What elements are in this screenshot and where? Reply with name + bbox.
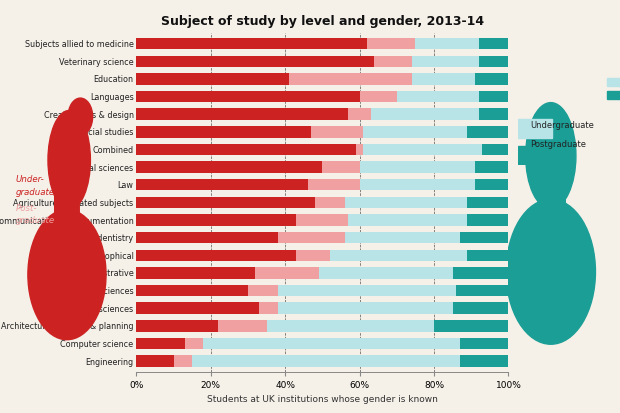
Bar: [136, 320, 218, 332]
Bar: [330, 249, 467, 261]
Bar: [467, 126, 508, 138]
Bar: [136, 285, 248, 296]
Bar: [136, 302, 259, 314]
Bar: [311, 126, 363, 138]
Bar: [475, 179, 508, 190]
Bar: [479, 109, 508, 120]
Bar: [475, 73, 508, 85]
Bar: [363, 144, 482, 155]
Bar: [348, 214, 467, 226]
Bar: [453, 267, 508, 279]
Bar: [479, 91, 508, 102]
Bar: [136, 232, 278, 243]
Bar: [322, 161, 360, 173]
Text: Undergraduate: Undergraduate: [530, 121, 594, 131]
Bar: [479, 55, 508, 67]
Bar: [412, 73, 475, 85]
Bar: [296, 214, 348, 226]
Ellipse shape: [68, 98, 92, 135]
FancyBboxPatch shape: [539, 162, 565, 223]
Bar: [136, 267, 255, 279]
Bar: [136, 91, 360, 102]
Ellipse shape: [526, 102, 576, 209]
Bar: [203, 338, 460, 349]
Bar: [363, 126, 467, 138]
Bar: [136, 338, 185, 349]
Text: graduate: graduate: [16, 188, 55, 197]
Bar: [374, 55, 412, 67]
Bar: [360, 91, 397, 102]
Bar: [482, 144, 508, 155]
Title: Subject of study by level and gender, 2013-14: Subject of study by level and gender, 20…: [161, 15, 484, 28]
X-axis label: Students at UK institutions whose gender is known: Students at UK institutions whose gender…: [207, 395, 438, 404]
Bar: [248, 285, 278, 296]
Bar: [308, 179, 360, 190]
Bar: [460, 338, 508, 349]
Bar: [185, 338, 203, 349]
Bar: [360, 179, 475, 190]
Bar: [255, 267, 319, 279]
Text: graduate: graduate: [16, 216, 55, 225]
Bar: [267, 320, 434, 332]
FancyBboxPatch shape: [518, 119, 552, 138]
Bar: [345, 197, 467, 208]
Bar: [467, 249, 508, 261]
Bar: [415, 38, 479, 50]
Bar: [259, 302, 278, 314]
Bar: [456, 285, 508, 296]
Bar: [319, 267, 453, 279]
Bar: [460, 232, 508, 243]
Bar: [345, 232, 460, 243]
Bar: [360, 161, 475, 173]
Bar: [136, 214, 296, 226]
Bar: [467, 197, 508, 208]
Bar: [434, 320, 508, 332]
Bar: [136, 179, 308, 190]
Bar: [136, 109, 348, 120]
Bar: [218, 320, 267, 332]
Bar: [289, 73, 412, 85]
Bar: [174, 355, 192, 367]
Bar: [192, 355, 460, 367]
Bar: [467, 214, 508, 226]
Ellipse shape: [28, 209, 106, 339]
Bar: [475, 161, 508, 173]
Bar: [136, 355, 174, 367]
Bar: [136, 38, 367, 50]
Text: Under-: Under-: [16, 175, 44, 184]
Bar: [136, 197, 315, 208]
Bar: [453, 302, 508, 314]
Ellipse shape: [48, 110, 91, 209]
Bar: [479, 38, 508, 50]
Ellipse shape: [506, 199, 595, 344]
Bar: [136, 249, 296, 261]
Bar: [356, 144, 363, 155]
Bar: [371, 109, 479, 120]
Text: Postgraduate: Postgraduate: [530, 140, 586, 149]
Bar: [136, 126, 311, 138]
Bar: [136, 144, 356, 155]
Bar: [367, 38, 415, 50]
Legend: , : ,: [608, 78, 620, 100]
Bar: [397, 91, 479, 102]
Bar: [136, 55, 374, 67]
Bar: [296, 249, 330, 261]
Bar: [315, 197, 345, 208]
Bar: [278, 285, 456, 296]
Bar: [412, 55, 479, 67]
Bar: [136, 73, 289, 85]
Bar: [136, 161, 322, 173]
Bar: [460, 355, 508, 367]
Bar: [278, 232, 345, 243]
Bar: [278, 302, 453, 314]
FancyBboxPatch shape: [518, 146, 552, 165]
Text: Post-: Post-: [16, 204, 37, 213]
Bar: [348, 109, 371, 120]
FancyBboxPatch shape: [55, 166, 79, 228]
